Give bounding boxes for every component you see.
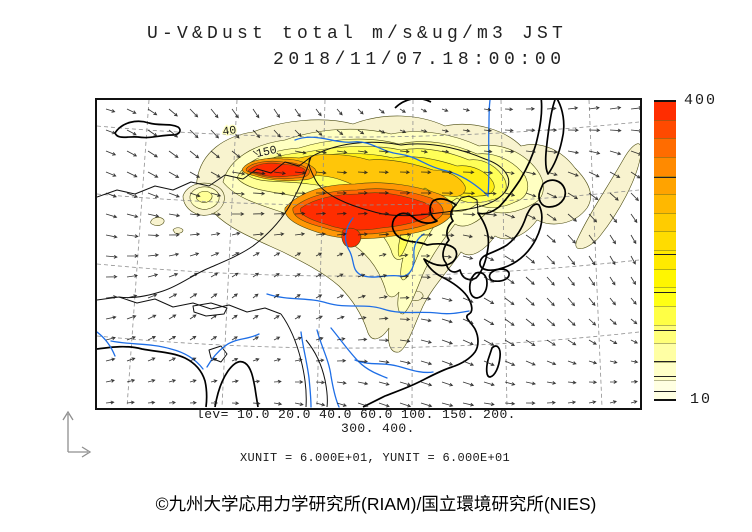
colorbar-segment <box>654 119 676 139</box>
plot-title-line2: 2018/11/07.18:00:00 <box>273 50 566 70</box>
colorbar <box>654 101 676 399</box>
colorbar-level-tick <box>654 292 676 294</box>
colorbar-bottom-line <box>654 399 676 401</box>
colorbar-subtick <box>654 305 676 307</box>
colorbar-top-line <box>654 100 676 102</box>
colorbar-subtick <box>654 361 676 363</box>
colorbar-subtick <box>654 324 676 326</box>
colorbar-level-tick <box>654 330 676 332</box>
colorbar-segment <box>654 250 676 269</box>
colorbar-segment <box>654 101 676 120</box>
plot-title-line1: U-V&Dust total m/s&ug/m3 JST <box>147 24 568 44</box>
colorbar-subtick <box>654 194 676 196</box>
colorbar-segment <box>654 156 676 176</box>
colorbar-segment <box>654 287 676 306</box>
colorbar-segment <box>654 380 676 399</box>
colorbar-segment <box>654 212 676 232</box>
colorbar-subtick <box>654 175 676 177</box>
colorbar-subtick <box>654 380 676 382</box>
colorbar-subtick <box>654 231 676 233</box>
colorbar-level-tick <box>654 253 676 255</box>
colorbar-segment <box>654 138 676 157</box>
axes-orientation-icon <box>62 410 92 458</box>
svg-text:150: 150 <box>255 144 278 161</box>
colorbar-segment <box>654 194 676 213</box>
colorbar-segment <box>654 343 676 362</box>
attribution-text: ©九州大学応用力学研究所(RIAM)/国立環境研究所(NIES) <box>155 494 597 514</box>
contour-levels-line2: 300. 400. <box>341 421 415 436</box>
colorbar-subtick <box>654 212 676 214</box>
colorbar-max-label: 400 <box>684 92 718 109</box>
colorbar-subtick <box>654 250 676 251</box>
colorbar-min-label: 10 <box>690 391 713 408</box>
map-panel: 40 150 <box>95 98 642 410</box>
colorbar-level-tick <box>654 391 676 393</box>
colorbar-segment <box>654 268 676 288</box>
colorbar-segment <box>654 324 676 344</box>
colorbar-subtick <box>654 287 676 289</box>
colorbar-subtick <box>654 156 676 158</box>
colorbar-level-tick <box>654 177 676 179</box>
colorbar-segment <box>654 175 676 195</box>
colorbar-subtick <box>654 343 676 345</box>
colorbar-subtick <box>654 268 676 270</box>
colorbar-level-tick <box>654 376 676 378</box>
contour-levels-line1: lev= 10.0 20.0 40.0 60.0 100. 150. 200. <box>196 407 516 422</box>
colorbar-subtick <box>654 138 676 140</box>
colorbar-segment <box>654 305 676 325</box>
colorbar-segment <box>654 361 676 381</box>
colorbar-segment <box>654 231 676 250</box>
colorbar-level-tick <box>654 360 676 362</box>
map-canvas: 40 150 <box>97 100 640 408</box>
svg-text:40: 40 <box>222 124 238 139</box>
vector-units-label: XUNIT = 6.000E+01, YUNIT = 6.000E+01 <box>240 451 511 465</box>
colorbar-subtick <box>654 119 676 121</box>
